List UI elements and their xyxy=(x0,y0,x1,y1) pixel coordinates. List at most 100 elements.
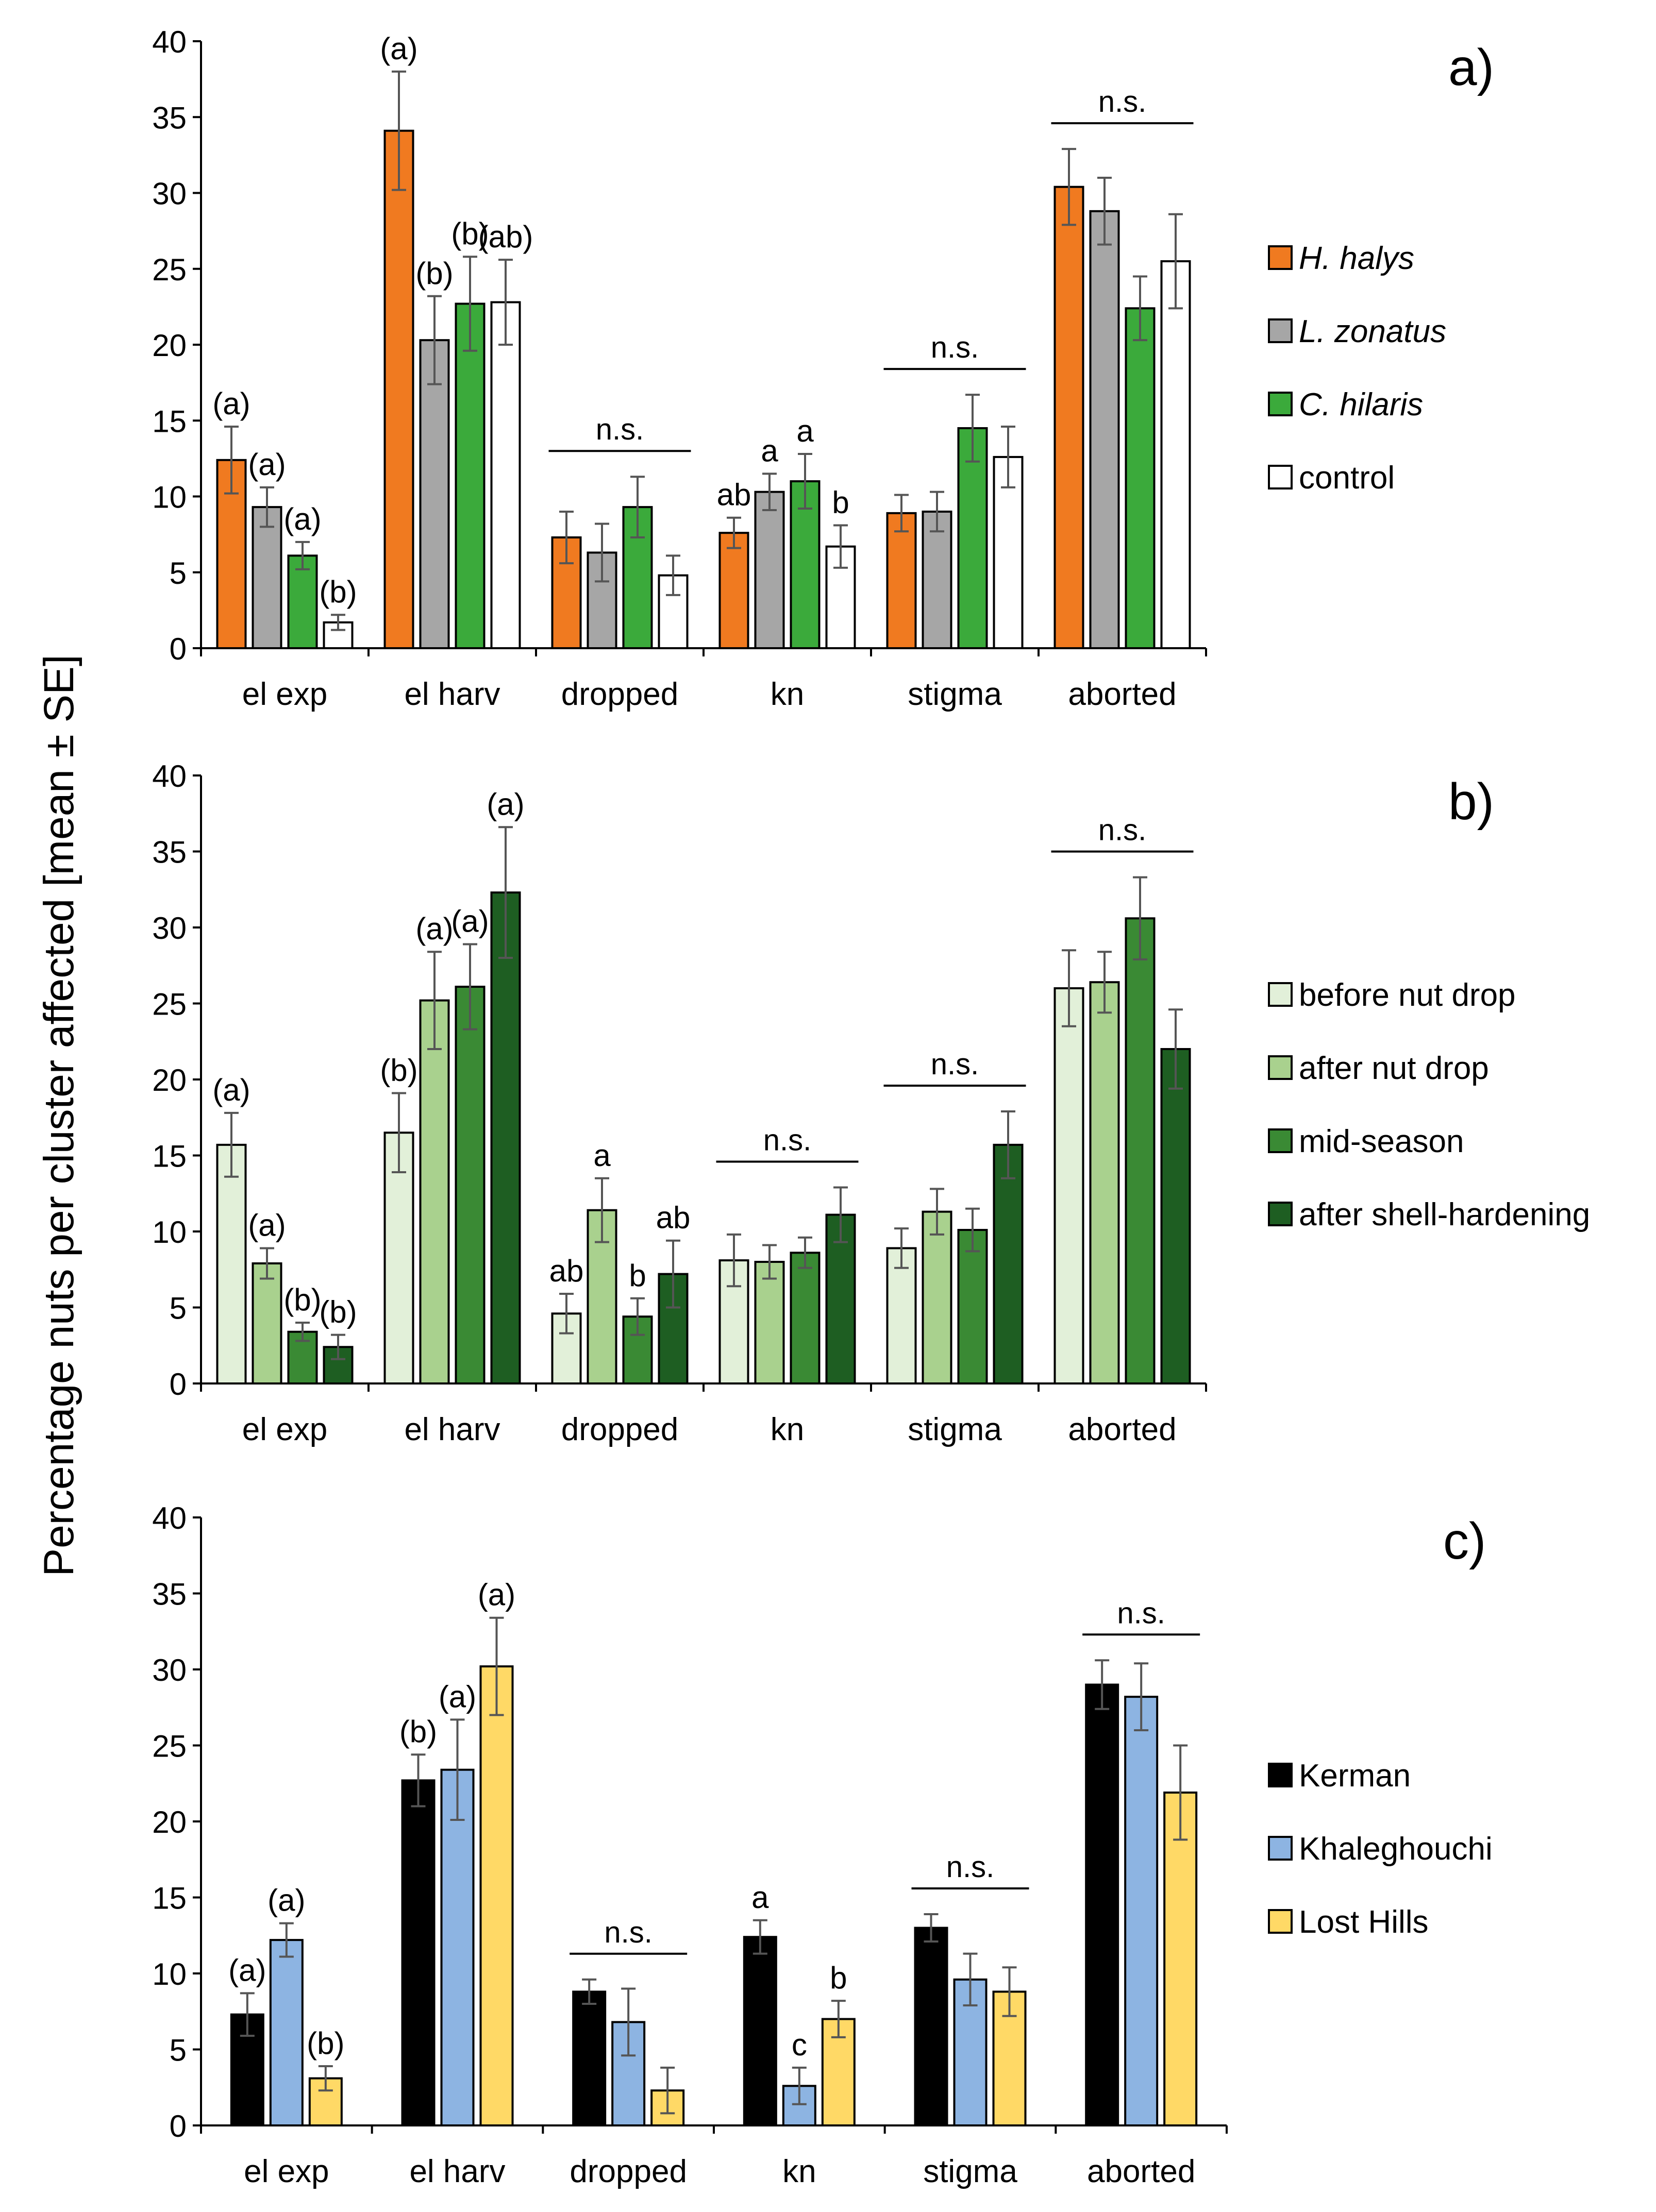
legend-label: Kerman xyxy=(1299,1758,1411,1794)
legend-label: C. hilaris xyxy=(1299,387,1423,423)
bar xyxy=(914,1927,948,2126)
legend-label: Lost Hills xyxy=(1299,1904,1429,1940)
y-tick-label: 10 xyxy=(152,1215,187,1249)
y-tick-label: 25 xyxy=(152,252,187,287)
significance-letter: ab xyxy=(549,1254,584,1288)
significance-letter: a xyxy=(761,433,778,468)
y-tick-label: 20 xyxy=(152,1063,187,1097)
bar xyxy=(383,129,414,649)
significance-letter: b xyxy=(832,485,849,519)
legend-label: after shell-hardening xyxy=(1299,1197,1590,1232)
ns-label: n.s. xyxy=(931,1048,979,1081)
legend-swatch xyxy=(1268,982,1293,1007)
legend-swatch xyxy=(1268,1055,1293,1080)
bar xyxy=(419,999,450,1384)
legend-swatch xyxy=(1268,1909,1293,1934)
y-axis-label: Percentage nuts per cluster affected [me… xyxy=(36,654,82,1576)
significance-letter: (b) xyxy=(283,1282,321,1317)
significance-letter: (ab) xyxy=(478,219,533,254)
bar xyxy=(1124,1696,1159,2127)
category-label: aborted xyxy=(1087,2154,1195,2189)
category-label: aborted xyxy=(1068,677,1176,712)
y-tick-label: 35 xyxy=(152,1577,187,1612)
bar xyxy=(287,554,318,649)
bar xyxy=(1125,917,1156,1385)
significance-letter: (a) xyxy=(380,31,417,66)
category-label: dropped xyxy=(561,677,679,712)
bar xyxy=(957,1229,988,1385)
y-tick-label: 15 xyxy=(152,1881,187,1916)
bar xyxy=(743,1936,777,2126)
bar xyxy=(1160,260,1191,649)
bar xyxy=(1085,1683,1119,2126)
category-label: el exp xyxy=(244,2154,329,2189)
bar xyxy=(754,491,785,649)
y-tick-label: 5 xyxy=(170,2033,187,2068)
category-label: aborted xyxy=(1068,1412,1176,1447)
significance-letter: (b) xyxy=(307,2026,344,2061)
bar xyxy=(479,1665,514,2127)
legend-swatch xyxy=(1268,1836,1293,1861)
bar xyxy=(383,1132,414,1384)
category-label: el harv xyxy=(404,1412,500,1447)
legend-swatch xyxy=(1268,1128,1293,1153)
category-label: kn xyxy=(771,1412,804,1447)
legend-label: before nut drop xyxy=(1299,977,1516,1013)
y-tick-label: 15 xyxy=(152,404,187,438)
significance-letter: ab xyxy=(656,1201,691,1235)
bar xyxy=(790,1252,821,1385)
y-tick-label: 10 xyxy=(152,1957,187,1991)
category-label: stigma xyxy=(908,677,1002,712)
bar xyxy=(401,1779,436,2127)
bar xyxy=(1089,981,1120,1384)
bar xyxy=(455,302,486,649)
bar xyxy=(440,1768,475,2126)
significance-letter: (b) xyxy=(451,216,489,251)
category-label: stigma xyxy=(923,2154,1017,2189)
bar xyxy=(216,1143,247,1385)
significance-letter: ab xyxy=(717,478,751,512)
bar xyxy=(572,1990,607,2126)
category-label: el exp xyxy=(242,1412,327,1447)
bar xyxy=(957,427,988,649)
y-tick-label: 5 xyxy=(170,556,187,590)
bar xyxy=(1163,1791,1198,2126)
bar xyxy=(886,512,917,650)
panel-label: b) xyxy=(1448,773,1494,831)
bar xyxy=(922,1210,952,1384)
ns-label: n.s. xyxy=(763,1123,812,1157)
ns-label: n.s. xyxy=(1098,814,1147,847)
significance-letter: (a) xyxy=(451,904,489,938)
category-label: el exp xyxy=(242,677,327,712)
y-tick-label: 30 xyxy=(152,1653,187,1687)
significance-letter: b xyxy=(629,1258,646,1293)
bar xyxy=(252,1262,282,1384)
ns-label: n.s. xyxy=(604,1916,653,1949)
ns-label: n.s. xyxy=(946,1850,995,1884)
legend-label: control xyxy=(1299,460,1395,496)
y-tick-label: 0 xyxy=(170,1367,187,1402)
y-tick-label: 20 xyxy=(152,328,187,363)
significance-letter: (a) xyxy=(415,911,453,946)
bar xyxy=(269,1939,304,2127)
significance-letter: (a) xyxy=(478,1578,515,1612)
category-label: kn xyxy=(782,2154,816,2189)
legend-label: mid-season xyxy=(1299,1124,1464,1159)
significance-letter: (a) xyxy=(248,447,286,482)
bar xyxy=(1053,185,1084,650)
category-label: dropped xyxy=(570,2154,687,2189)
legend-label: after nut drop xyxy=(1299,1051,1489,1086)
bar xyxy=(993,455,1024,649)
legend-swatch xyxy=(1268,392,1293,416)
chart-panel-1: 0 5 10 15 20 25 30 35 40 el exp (a) (a) (a) (b) el har… xyxy=(152,25,1494,712)
category-label: dropped xyxy=(561,1412,679,1447)
legend-label: Khaleghouchi xyxy=(1299,1831,1493,1867)
significance-letter: a xyxy=(796,414,814,448)
category-label: stigma xyxy=(908,1412,1002,1447)
legend-swatch xyxy=(1268,245,1293,270)
bar xyxy=(455,986,486,1385)
significance-letter: (b) xyxy=(415,256,453,291)
